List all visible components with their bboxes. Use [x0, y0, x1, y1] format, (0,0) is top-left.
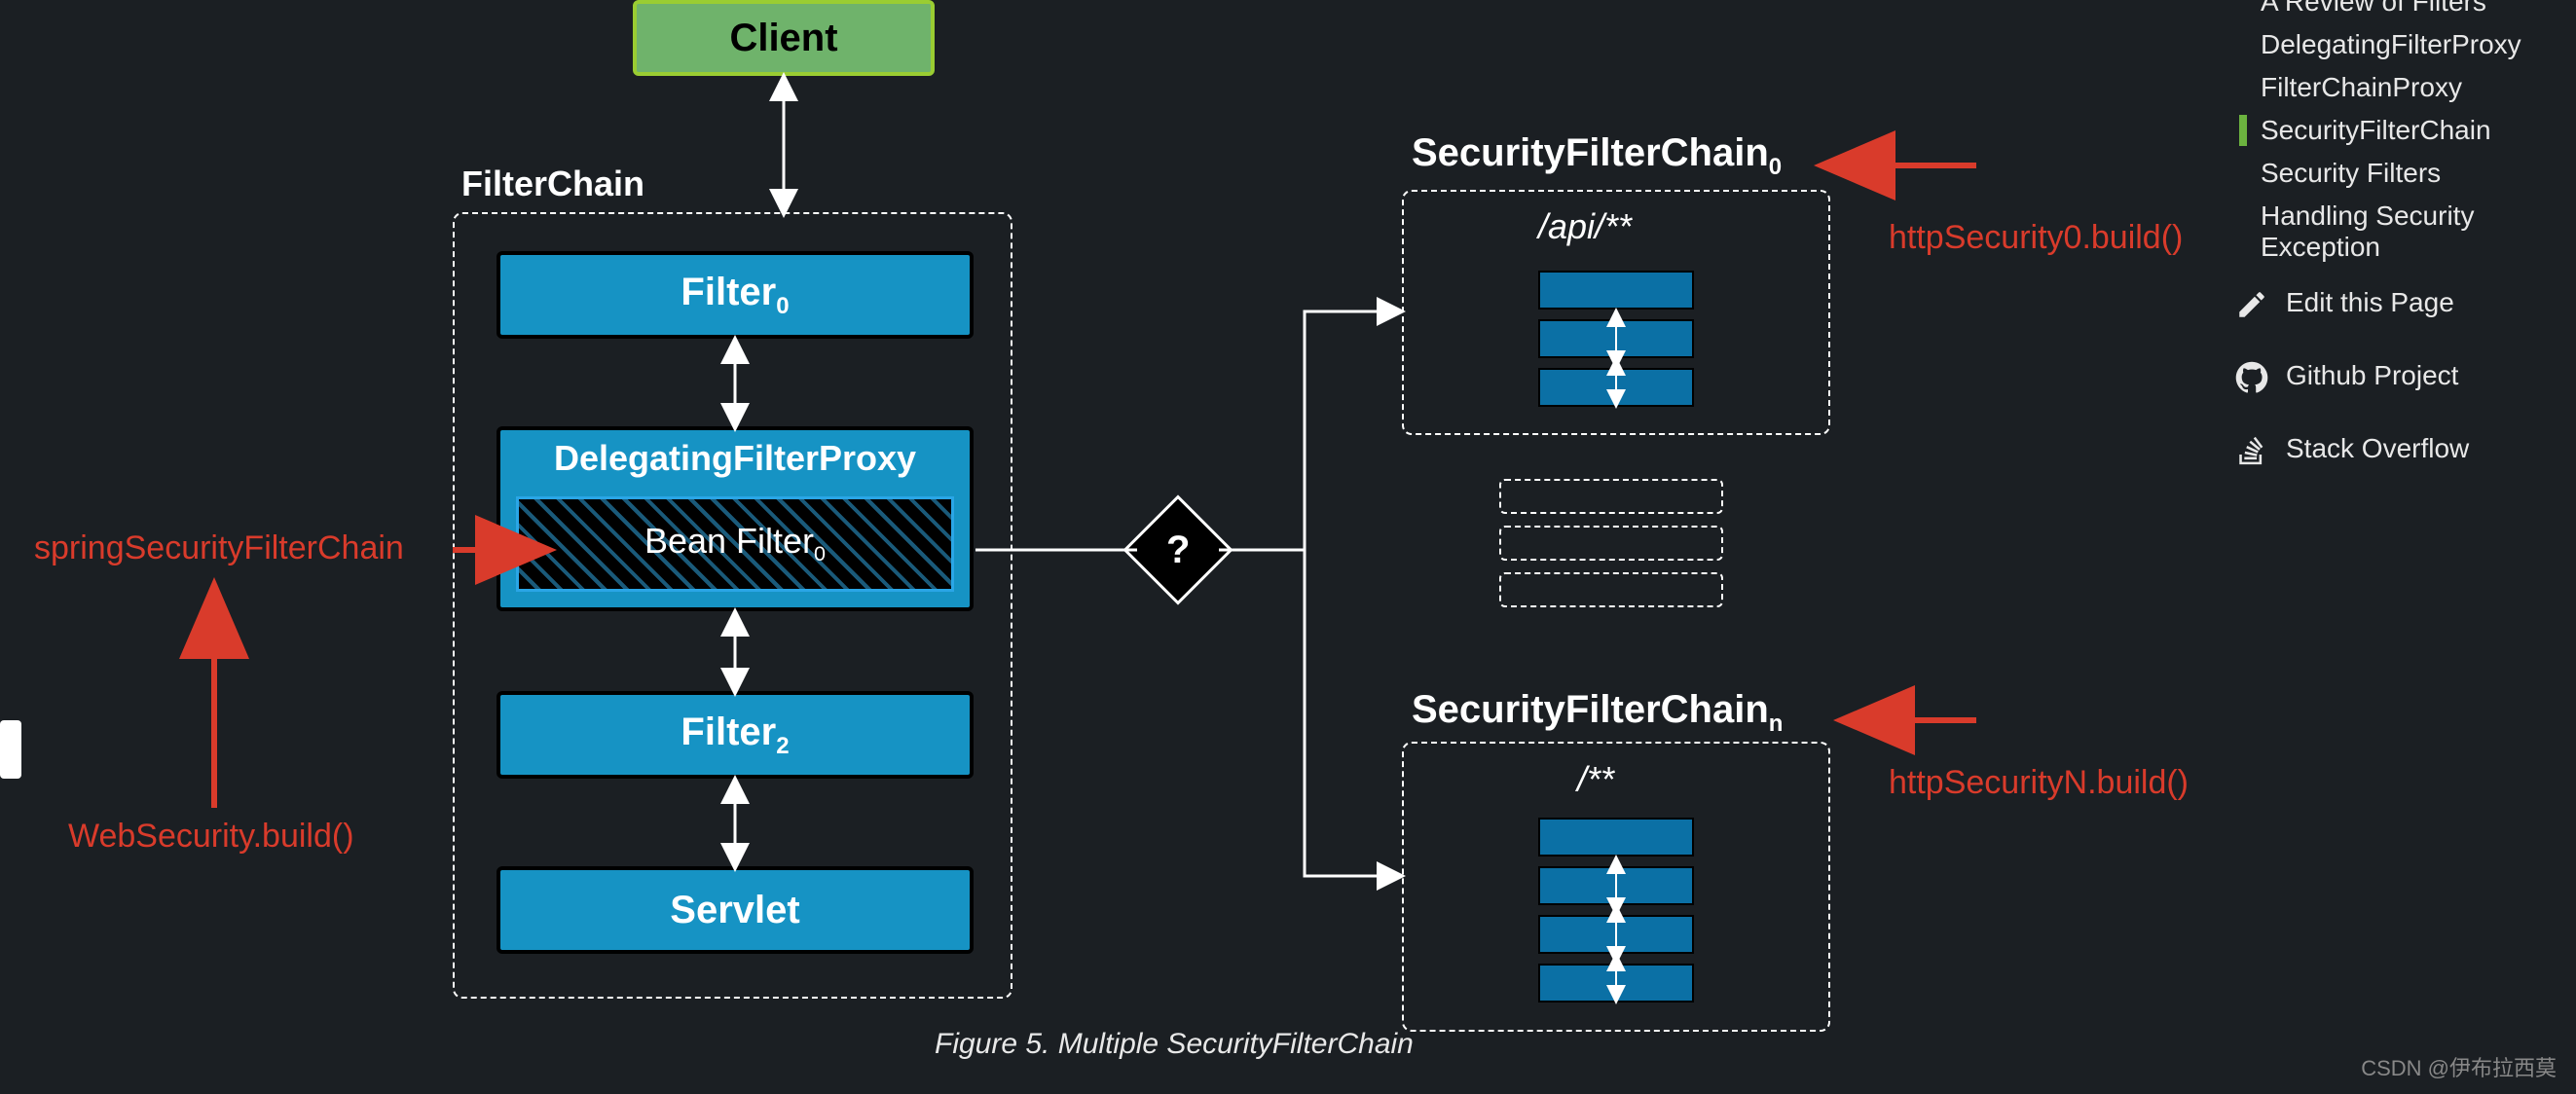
github-icon	[2235, 361, 2268, 394]
filterchain-label: FilterChain	[461, 164, 644, 204]
sidebar-item-security-filter-chain[interactable]: SecurityFilterChain	[2261, 115, 2491, 146]
sfcn-bar	[1538, 866, 1694, 905]
sfcn-bar	[1538, 964, 1694, 1003]
stackoverflow-icon	[2235, 434, 2268, 467]
delegating-label: DelegatingFilterProxy	[554, 438, 916, 479]
sidebar-link-stack-overflow[interactable]: Stack Overflow	[2235, 433, 2469, 467]
watermark: CSDN @伊布拉西莫	[2361, 1051, 2557, 1082]
sidebar-item-review-filters[interactable]: A Review of Filters	[2261, 0, 2486, 18]
sfcn-bar	[1538, 818, 1694, 857]
sfc0-bar	[1538, 368, 1694, 407]
sidebar-link-github-project[interactable]: Github Project	[2235, 360, 2458, 394]
servlet-node: Servlet	[497, 866, 974, 954]
pencil-icon	[2235, 288, 2268, 321]
sfc-middle-bar	[1499, 479, 1723, 514]
filter0-label: Filter0	[681, 271, 789, 320]
edge-handle	[0, 720, 21, 779]
filter2-label: Filter2	[681, 711, 789, 760]
bean-filter-node: Bean Filter0	[516, 496, 954, 592]
client-node: Client	[633, 0, 935, 76]
filter0-node: Filter0	[497, 251, 974, 339]
sidebar-item-handling-security-exception[interactable]: Handling Security Exception	[2261, 201, 2576, 263]
bean-filter-label: Bean Filter0	[644, 521, 826, 566]
sfc0-bar	[1538, 271, 1694, 310]
annotation-httpn-build: httpSecurityN.build()	[1889, 764, 2189, 802]
sfcn-title: SecurityFilterChainn	[1412, 688, 1783, 738]
annotation-http0-build: httpSecurity0.build()	[1889, 219, 2183, 257]
client-label: Client	[729, 17, 837, 60]
figure-caption: Figure 5. Multiple SecurityFilterChain	[935, 1028, 1414, 1061]
servlet-label: Servlet	[670, 889, 799, 932]
annotation-spring-security-filter-chain: springSecurityFilterChain	[34, 529, 404, 567]
sfc-middle-bar	[1499, 572, 1723, 607]
filter2-node: Filter2	[497, 691, 974, 779]
sidebar-item-security-filters[interactable]: Security Filters	[2261, 158, 2441, 189]
annotation-web-security-build: WebSecurity.build()	[68, 818, 354, 856]
sfcn-bar	[1538, 915, 1694, 954]
sidebar-item-delegating-filter-proxy[interactable]: DelegatingFilterProxy	[2261, 29, 2521, 60]
sfc0-title: SecurityFilterChain0	[1412, 131, 1782, 181]
sfc-middle-bar	[1499, 526, 1723, 561]
sfc0-bar	[1538, 319, 1694, 358]
decision-label: ?	[1166, 529, 1190, 572]
diagram-canvas: Client FilterChain Filter0 DelegatingFil…	[0, 0, 2576, 1094]
sidebar-item-filter-chain-proxy[interactable]: FilterChainProxy	[2261, 72, 2462, 103]
sfc0-pattern: /api/**	[1538, 206, 1632, 247]
sfcn-pattern: /**	[1577, 759, 1614, 800]
sidebar-link-edit-this-page[interactable]: Edit this Page	[2235, 287, 2454, 321]
